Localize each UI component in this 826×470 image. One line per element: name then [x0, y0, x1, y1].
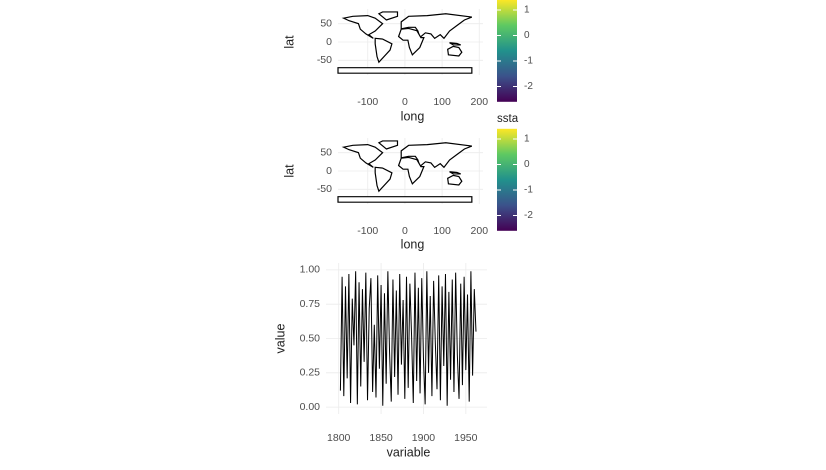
x-tick-label: 1950	[454, 432, 478, 444]
x-tick-label: 0	[402, 225, 408, 237]
x-tick-label: 200	[471, 225, 489, 237]
x-axis-title: long	[401, 109, 425, 123]
x-tick-label: 100	[433, 225, 451, 237]
y-axis-title: value	[273, 324, 287, 354]
x-tick-label: 200	[471, 96, 489, 108]
y-tick-label: 1.00	[300, 264, 321, 276]
colorbar-tick-label: -2	[524, 210, 533, 221]
colorbar-tick-label: 0	[524, 159, 530, 170]
x-tick-label: -100	[357, 225, 378, 237]
y-tick-label: 0	[326, 165, 332, 177]
x-tick-label: 0	[402, 96, 408, 108]
x-tick-label: 100	[433, 96, 451, 108]
y-tick-label: 50	[320, 146, 332, 158]
legend-title: ssta	[497, 113, 519, 125]
colorbar-tick-label: -2	[524, 81, 533, 92]
x-axis-title: variable	[387, 445, 431, 459]
colorbar-tick-label: -1	[524, 185, 533, 196]
y-tick-label: 0.75	[300, 298, 321, 310]
colorbar	[497, 128, 517, 231]
colorbar-tick-label: -1	[524, 56, 533, 67]
x-tick-label: 1850	[369, 432, 393, 444]
y-tick-label: 0.25	[300, 367, 321, 379]
colorbar-tick-label: 1	[524, 5, 530, 16]
y-tick-label: 0	[326, 36, 332, 48]
y-tick-label: 0.50	[300, 332, 321, 344]
y-axis-title: lat	[282, 164, 296, 178]
y-tick-label: 50	[320, 17, 332, 29]
y-tick-label: 0.00	[300, 401, 321, 413]
x-tick-label: 1900	[412, 432, 436, 444]
y-axis-title: lat	[282, 35, 296, 49]
colorbar-tick-label: 0	[524, 30, 530, 41]
x-tick-label: -100	[357, 96, 378, 108]
y-tick-label: -50	[317, 54, 332, 66]
x-axis-title: long	[401, 237, 425, 251]
colorbar	[497, 0, 517, 102]
y-tick-label: -50	[317, 183, 332, 195]
data-line	[339, 271, 477, 406]
x-tick-label: 1800	[327, 432, 351, 444]
colorbar-tick-label: 1	[524, 134, 530, 145]
